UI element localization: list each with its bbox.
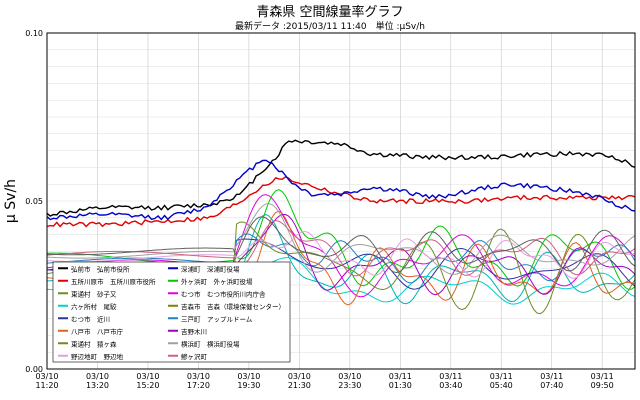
x-tick-labels: 03/1011:2003/1013:2003/1015:2003/1017:20… bbox=[35, 372, 613, 390]
series-line bbox=[46, 220, 636, 277]
x-tick-date: 03/11 bbox=[591, 372, 614, 381]
x-tick-time: 03:40 bbox=[439, 381, 462, 390]
legend-label: 八戸市 八戸市庁 bbox=[71, 327, 124, 336]
y-axis-label: μ Sv/h bbox=[3, 179, 19, 223]
x-tick-date: 03/10 bbox=[288, 372, 311, 381]
chart-title: 青森県 空間線量率グラフ bbox=[256, 4, 403, 20]
legend-box bbox=[52, 261, 291, 363]
legend-label: 東通村 砂子又 bbox=[71, 289, 117, 298]
legend-label: 吉森市 吉森（環境保健センター） bbox=[181, 302, 285, 311]
grid bbox=[46, 33, 635, 369]
x-tick-date: 03/10 bbox=[187, 372, 210, 381]
legend-label: 深浦町 深浦町役場 bbox=[181, 264, 240, 273]
x-tick-time: 01:30 bbox=[389, 381, 412, 390]
series-line bbox=[46, 159, 636, 221]
legend-label: むつ市 近川 bbox=[71, 314, 110, 323]
plot-border bbox=[46, 32, 636, 370]
legend-label: 六ヶ所村 尾駮 bbox=[71, 302, 117, 311]
x-tick-time: 13:20 bbox=[86, 381, 109, 390]
series-line bbox=[46, 139, 636, 217]
legend-label: 弘前市 弘前市役所 bbox=[71, 264, 130, 273]
y-tick-labels: 0.00 0.05 0.10 bbox=[25, 29, 43, 374]
y-tick-label: 0.10 bbox=[25, 29, 43, 38]
x-tick-time: 09:50 bbox=[591, 381, 614, 390]
x-tick-date: 03/10 bbox=[86, 372, 109, 381]
x-tick-date: 03/10 bbox=[237, 372, 260, 381]
y-tick-label: 0.00 bbox=[25, 365, 43, 374]
x-tick-date: 03/11 bbox=[389, 372, 412, 381]
legend-label: 外ヶ浜町 外ヶ浜町役場 bbox=[181, 277, 253, 286]
x-tick-date: 03/11 bbox=[490, 372, 513, 381]
y-tick-label: 0.05 bbox=[25, 197, 43, 206]
legend-label: 三戸町 アップルドーム bbox=[181, 315, 253, 323]
series-line bbox=[46, 189, 636, 290]
series-line bbox=[46, 175, 636, 228]
series-line bbox=[46, 203, 636, 275]
x-tick-time: 21:30 bbox=[288, 381, 311, 390]
x-tick-time: 07:40 bbox=[540, 381, 563, 390]
x-tick-time: 11:20 bbox=[35, 381, 58, 390]
x-tick-time: 17:20 bbox=[187, 381, 210, 390]
x-tick-date: 03/11 bbox=[439, 372, 462, 381]
chart-subtitle: 最新データ :2015/03/11 11:40 単位 :μSv/h bbox=[235, 20, 425, 32]
x-tick-date: 03/10 bbox=[338, 372, 361, 381]
legend-label: 吉野木川 bbox=[181, 327, 207, 336]
legend-label: 横浜町 横浜町役場 bbox=[181, 339, 240, 348]
x-tick-time: 23:30 bbox=[338, 381, 361, 390]
legend-label: 鯵ヶ沢町 bbox=[181, 352, 208, 361]
legend-label: むつ市 むつ市役所川内庁舎 bbox=[181, 289, 266, 298]
x-tick-time: 15:20 bbox=[136, 381, 159, 390]
series-line bbox=[46, 194, 636, 298]
x-tick-time: 19:30 bbox=[237, 381, 260, 390]
legend-label: 五所川原市 五所川原市役所 bbox=[71, 277, 156, 286]
legend-label: 東通村 猿ヶ森 bbox=[71, 339, 117, 348]
x-tick-time: 05:40 bbox=[490, 381, 513, 390]
x-tick-date: 03/10 bbox=[35, 372, 58, 381]
x-tick-date: 03/10 bbox=[136, 372, 159, 381]
legend-label: 野辺地町 野辺地 bbox=[71, 352, 124, 361]
x-tick-date: 03/11 bbox=[540, 372, 563, 381]
series-line bbox=[46, 216, 636, 274]
